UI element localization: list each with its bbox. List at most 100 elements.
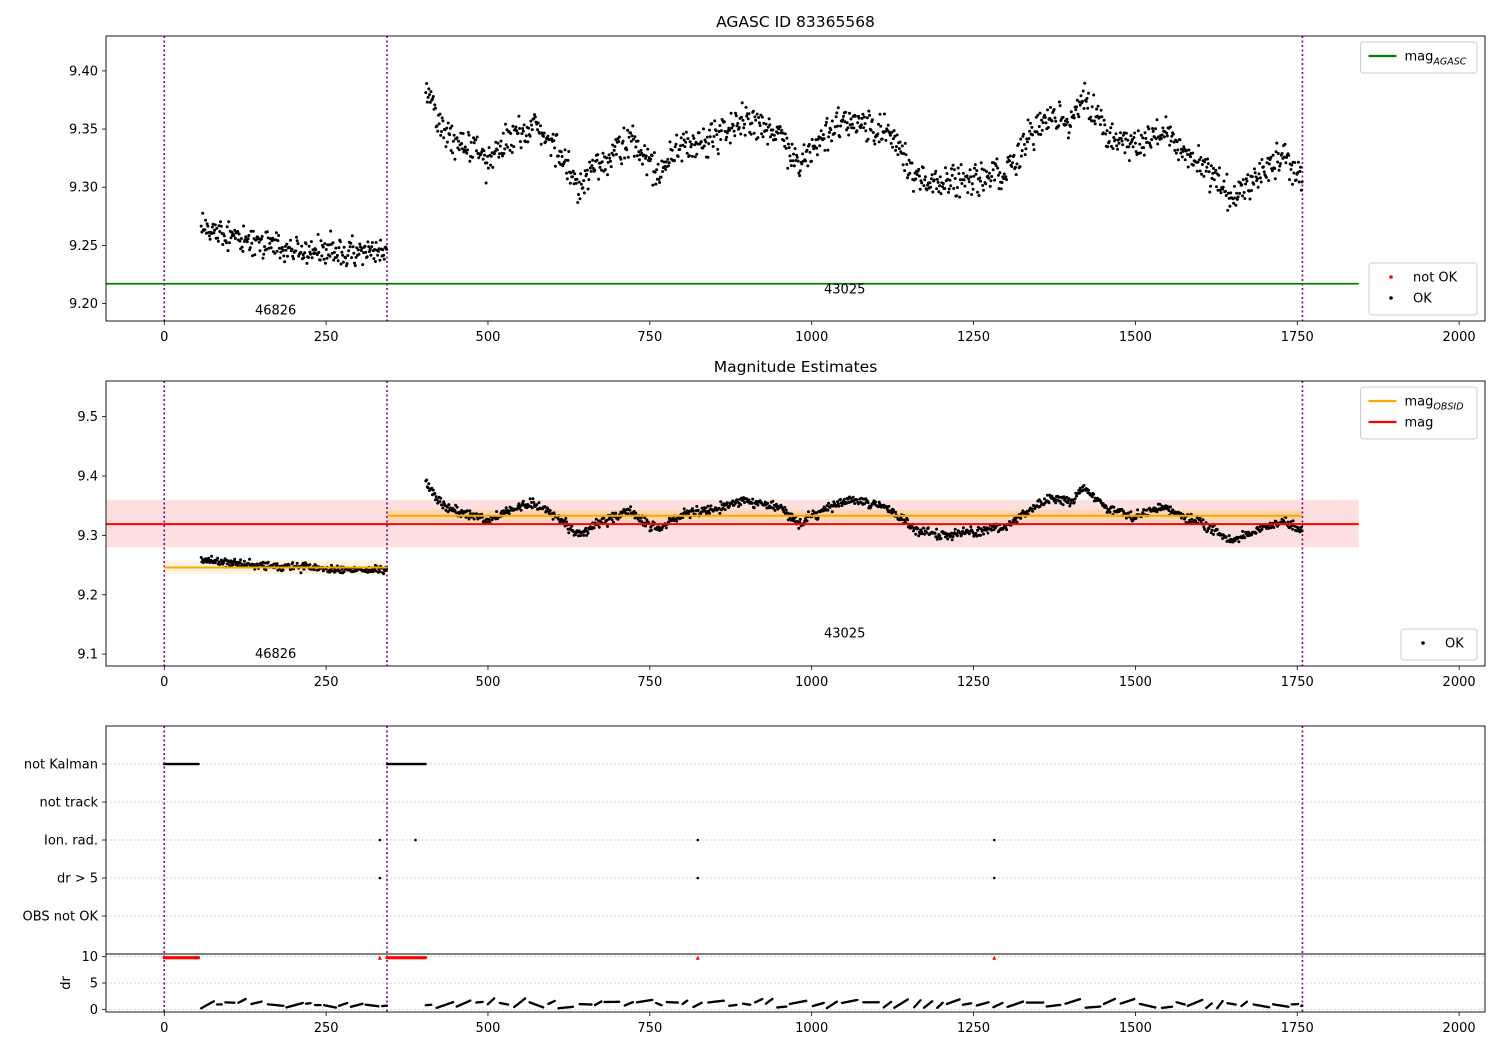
- data-point-ok: [241, 249, 245, 253]
- data-point-ok: [1143, 131, 1147, 135]
- data-point-ok: [1030, 125, 1034, 129]
- data-point-ok: [549, 154, 553, 157]
- data-point-ok: [493, 149, 497, 153]
- data-point-ok: [1275, 141, 1279, 145]
- data-point-ok: [370, 241, 374, 244]
- data-point-ok: [275, 562, 279, 566]
- data-point-ok: [239, 558, 243, 562]
- data-point-ok: [806, 164, 810, 168]
- data-point-ok: [836, 124, 839, 128]
- data-point-ok: [1160, 133, 1164, 137]
- legend-swatch-dot: [1421, 641, 1425, 645]
- data-point-ok: [1147, 127, 1151, 131]
- data-point-ok: [617, 135, 621, 139]
- data-point-ok: [283, 260, 287, 264]
- data-point-ok: [1253, 167, 1256, 171]
- data-point-ok: [936, 180, 940, 184]
- data-point-ok: [585, 168, 589, 172]
- data-point-ok: [732, 129, 736, 133]
- data-point-ok: [585, 172, 589, 176]
- data-point-ok: [867, 109, 871, 113]
- data-point-ok: [1171, 509, 1175, 513]
- data-point-ok: [201, 561, 205, 564]
- data-point-ok: [530, 506, 534, 510]
- data-point-ok: [693, 143, 697, 147]
- data-point-ok: [949, 534, 953, 538]
- data-point-ok: [731, 124, 735, 127]
- data-point-ok: [521, 129, 525, 133]
- data-point-ok: [240, 245, 244, 249]
- data-point-ok: [539, 142, 543, 146]
- data-point-ok: [1058, 104, 1062, 108]
- data-point-ok: [603, 168, 607, 172]
- dr-ok-point: [906, 998, 910, 1001]
- data-point-ok: [382, 253, 386, 257]
- data-point-ok: [673, 159, 676, 162]
- data-point-ok: [565, 520, 568, 524]
- data-point-ok: [690, 142, 694, 146]
- data-point-ok: [1277, 168, 1281, 172]
- data-point-ok: [1054, 119, 1058, 123]
- data-point-ok: [1136, 508, 1140, 512]
- data-point-ok: [991, 168, 995, 172]
- data-point-ok: [815, 146, 819, 150]
- data-point-ok: [207, 234, 211, 238]
- data-point-ok: [640, 520, 644, 524]
- data-point-ok: [617, 140, 621, 144]
- data-point-ok: [1256, 185, 1260, 189]
- data-point-ok: [463, 145, 467, 149]
- data-point-ok: [754, 118, 758, 122]
- data-point-ok: [1011, 161, 1014, 165]
- data-point-ok: [816, 516, 820, 520]
- data-point-ok: [766, 142, 770, 146]
- data-point-ok: [952, 187, 956, 190]
- data-point-ok: [877, 140, 881, 144]
- data-point-ok: [457, 148, 461, 152]
- data-point-ok: [1113, 138, 1117, 142]
- data-point-ok: [262, 252, 266, 256]
- data-point-ok: [906, 176, 909, 180]
- data-point-ok: [704, 506, 708, 510]
- data-point-ok: [351, 245, 355, 249]
- data-point-ok: [528, 134, 532, 138]
- data-point-ok: [487, 518, 491, 521]
- data-point-ok: [1267, 526, 1271, 530]
- data-point-ok: [487, 146, 491, 150]
- data-point-ok: [915, 173, 919, 176]
- data-point-ok: [1254, 531, 1258, 535]
- data-point-ok: [304, 242, 308, 246]
- data-point-ok: [895, 133, 899, 137]
- data-point-ok: [622, 126, 626, 130]
- data-point-ok: [692, 136, 696, 140]
- data-point-ok: [1296, 160, 1300, 164]
- data-point-ok: [1260, 158, 1264, 161]
- data-point-ok: [865, 116, 869, 120]
- data-point-ok: [309, 252, 313, 256]
- dr-ok-point: [722, 999, 725, 1002]
- data-point-ok: [1114, 132, 1118, 136]
- data-point-ok: [784, 508, 788, 512]
- flag-points: [378, 876, 996, 880]
- data-point-ok: [445, 140, 449, 144]
- data-point-ok: [1289, 168, 1293, 171]
- data-point-ok: [328, 570, 332, 574]
- legend-label: mag: [1405, 416, 1434, 431]
- data-point-ok: [920, 532, 924, 536]
- data-point-ok: [308, 563, 312, 567]
- data-point-ok: [431, 95, 435, 98]
- data-point-ok: [424, 91, 428, 95]
- data-point-ok: [1241, 529, 1245, 533]
- data-point-ok: [489, 163, 493, 167]
- data-point-ok: [891, 145, 895, 149]
- data-point-ok: [518, 140, 522, 144]
- data-point-ok: [1234, 203, 1238, 207]
- legend: not OK OK: [1368, 262, 1478, 316]
- y-tick-label: 9.30: [69, 181, 98, 196]
- data-point-ok: [1092, 93, 1096, 97]
- data-point-ok: [520, 132, 524, 136]
- data-point-ok: [1035, 130, 1039, 134]
- data-point-ok: [248, 246, 252, 250]
- data-point-ok: [1169, 139, 1173, 143]
- data-point-ok: [544, 140, 548, 144]
- data-point-ok: [284, 248, 288, 252]
